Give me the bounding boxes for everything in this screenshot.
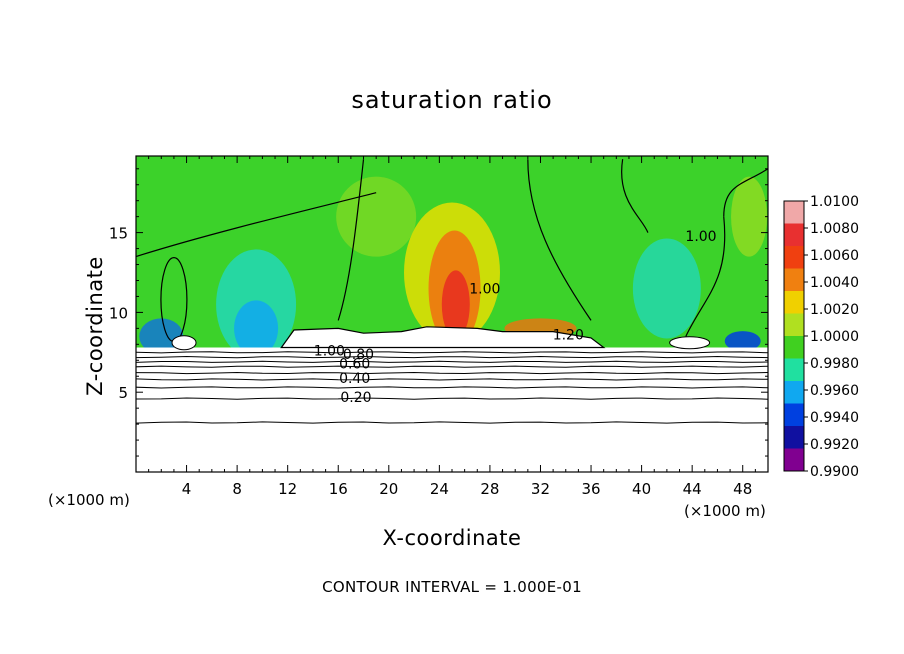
colorbar-swatch-9 <box>784 403 804 427</box>
colorbar-swatch-10 <box>784 426 804 449</box>
y-tick-label-5: 5 <box>118 384 128 402</box>
field-region-2 <box>441 270 470 339</box>
colorbar-tick-label-9: 0.9920 <box>810 437 859 453</box>
contour-label-0: 1.00 <box>469 281 500 297</box>
upper-contour-5 <box>723 168 769 217</box>
cloud-patch-left <box>171 335 197 351</box>
field-region-8 <box>724 331 761 352</box>
contour-label-6: 0.40 <box>339 371 370 387</box>
contour-label-4: 0.80 <box>343 347 374 363</box>
contour-interval-note: CONTOUR INTERVAL = 1.000E-01 <box>322 578 582 596</box>
colorbar-tick-label-2: 1.0060 <box>810 248 859 264</box>
x-tick-label-8: 8 <box>232 480 242 498</box>
colorbar-swatch-7 <box>784 358 804 382</box>
colorbar-swatch-11 <box>784 448 804 472</box>
colorbar-tick-label-7: 0.9960 <box>810 383 859 399</box>
x-tick-label-24: 24 <box>430 480 449 498</box>
field-region-9 <box>731 176 768 257</box>
cloud-region <box>280 326 606 349</box>
colorbar-swatch-3 <box>784 268 804 292</box>
y-tick-label-10: 10 <box>109 304 128 322</box>
colorbar-tick-label-4: 1.0020 <box>810 302 859 318</box>
contour-line-5 <box>135 378 769 381</box>
upper-contour-1 <box>527 159 592 321</box>
contour-line-2 <box>135 360 769 363</box>
colorbar-tick-label-6: 0.9980 <box>810 356 859 372</box>
colorbar-tick-label-3: 1.0040 <box>810 275 859 291</box>
colorbar-tick-label-10: 0.9900 <box>810 464 859 480</box>
contour-line-1 <box>135 355 769 359</box>
upper-contour-2 <box>337 159 365 321</box>
y-tick-label-15: 15 <box>109 225 128 243</box>
contour-line-0 <box>135 351 769 354</box>
colorbar-swatch-2 <box>784 246 804 269</box>
x-tick-label-28: 28 <box>480 480 499 498</box>
contour-line-7 <box>135 397 769 400</box>
x-tick-label-4: 4 <box>182 480 192 498</box>
colorbar-tick-label-8: 0.9940 <box>810 410 859 426</box>
contour-line-3 <box>135 365 769 368</box>
colorbar-swatch-6 <box>784 336 804 359</box>
contour-label-2: 1.20 <box>553 328 584 344</box>
contour-label-3: 1.00 <box>314 344 345 360</box>
field-region-5 <box>234 300 279 357</box>
field-region-7 <box>632 238 701 339</box>
colorbar-swatch-1 <box>784 223 804 247</box>
x-tick-label-12: 12 <box>278 480 297 498</box>
field-region-10 <box>336 176 417 257</box>
x-unit-label-left: (×1000 m) <box>48 491 130 509</box>
upper-contour-0 <box>135 192 377 258</box>
contour-label-5: 0.60 <box>339 356 370 372</box>
chart-title: saturation ratio <box>351 86 553 114</box>
colorbar-swatch-4 <box>784 291 804 314</box>
contour-line-4 <box>135 371 769 375</box>
x-unit-label-right: (×1000 m) <box>684 502 766 520</box>
x-tick-label-32: 32 <box>531 480 550 498</box>
upper-contour-4 <box>685 216 726 337</box>
contour-label-7: 0.20 <box>340 390 371 406</box>
x-tick-label-48: 48 <box>733 480 752 498</box>
lower-region <box>136 347 768 472</box>
cloud-patch-right <box>669 336 711 350</box>
colorbar-swatch-0 <box>784 201 804 224</box>
x-tick-label-40: 40 <box>632 480 651 498</box>
contour-label-1: 1.00 <box>685 229 716 245</box>
colorbar-swatch-8 <box>784 381 804 404</box>
x-tick-label-20: 20 <box>379 480 398 498</box>
contour-line-6 <box>135 386 769 389</box>
colorbar-tick-label-5: 1.0000 <box>810 329 859 345</box>
x-tick-label-16: 16 <box>329 480 348 498</box>
x-tick-label-44: 44 <box>683 480 702 498</box>
colorbar-tick-label-1: 1.0080 <box>810 221 859 237</box>
upper-contour-3 <box>621 159 649 233</box>
colorbar-swatch-5 <box>784 313 804 337</box>
x-axis-label: X-coordinate <box>382 526 522 550</box>
x-tick-label-36: 36 <box>581 480 600 498</box>
colorbar-tick-label-0: 1.0100 <box>810 194 859 210</box>
contour-line-8 <box>135 421 769 424</box>
